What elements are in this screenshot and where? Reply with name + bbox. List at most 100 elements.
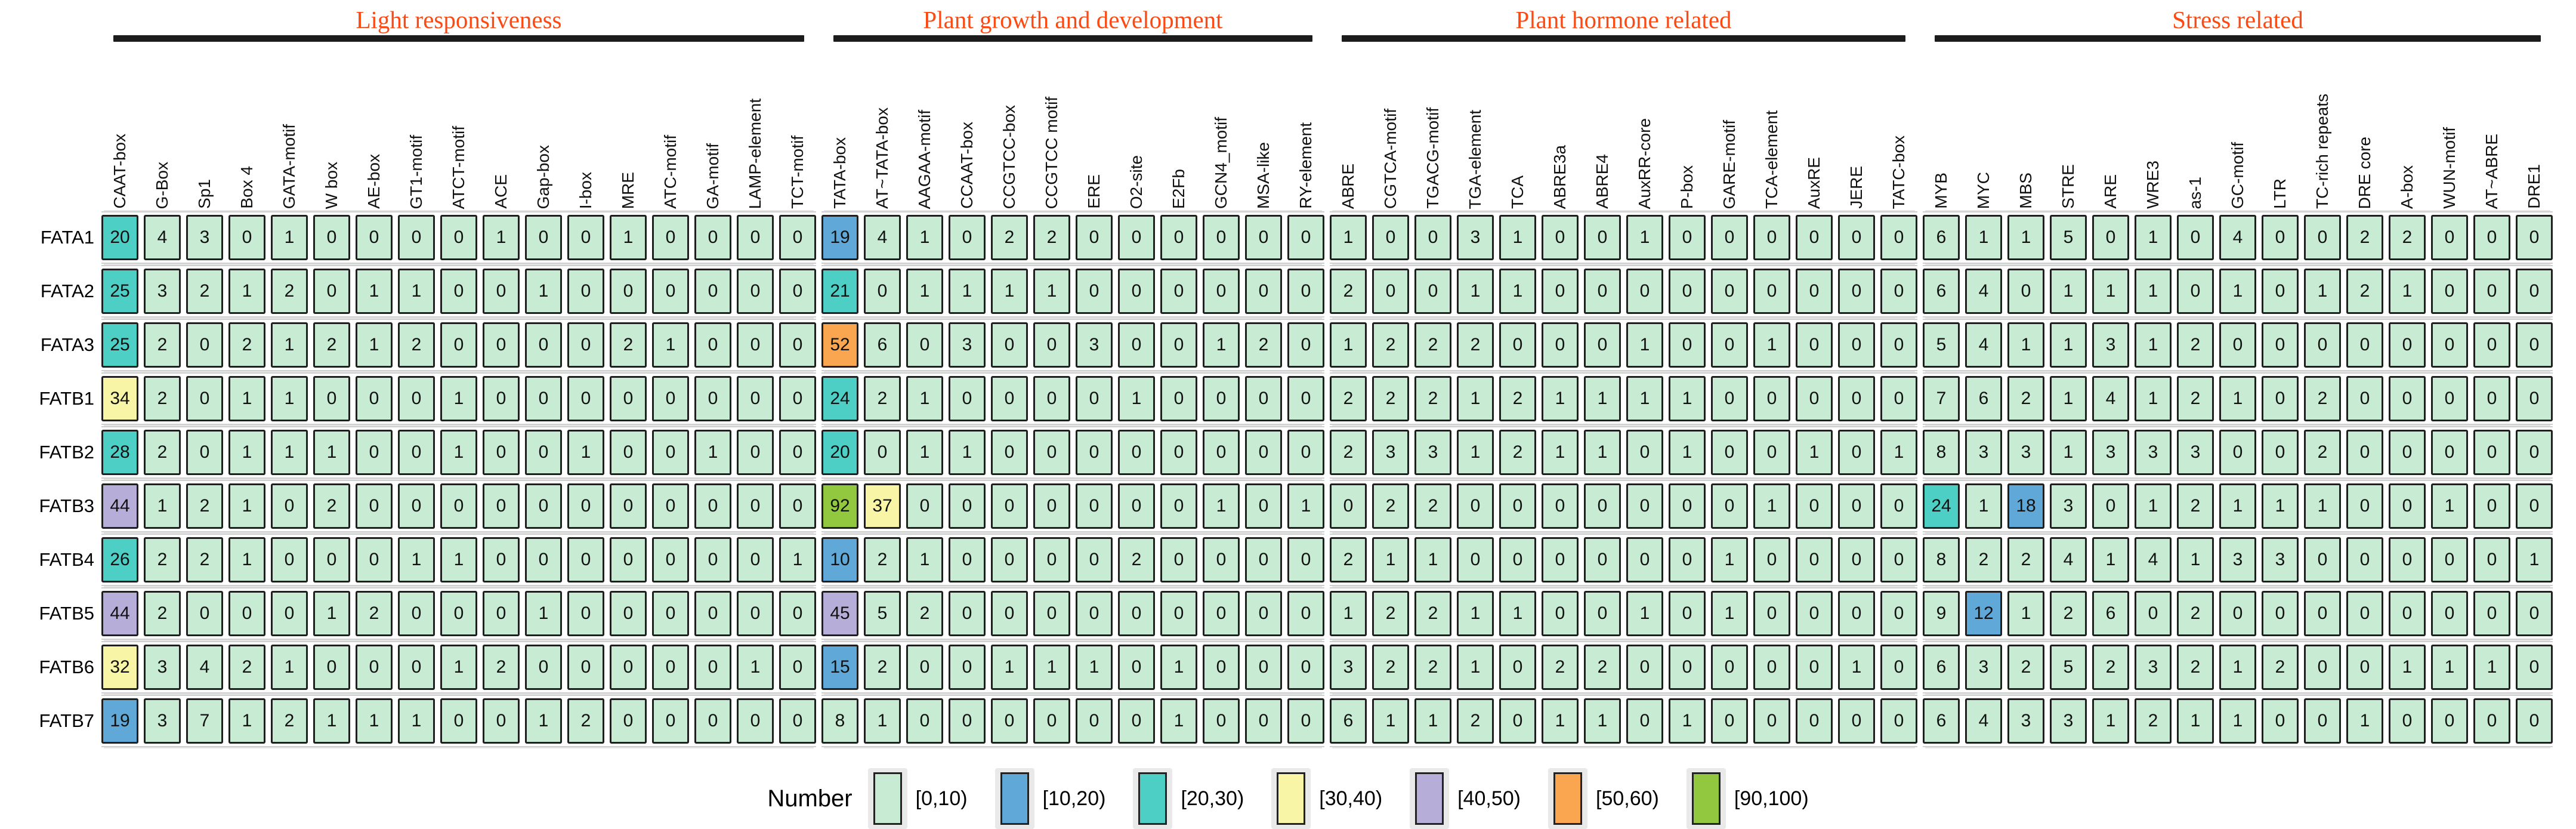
heatmap-cell-fatb2-tga-element: 1: [1457, 430, 1494, 475]
table-row-fatb7: FATB7 19 3 7 1 2 1 1 1 0 0 1 2 0 0 0 0 0 8 1 0 0 0 0 0 0 1 0 0 0 6 1 1 2 0…: [0, 694, 2576, 748]
heatmap-cell-fatb1-ace: 0: [483, 376, 520, 421]
heatmap-cell-fata2-lamp-element: 0: [737, 269, 774, 314]
heatmap-cell-fatb4-jere: 0: [1838, 537, 1875, 583]
heatmap-cell-fata1-p-box: 0: [1669, 215, 1706, 260]
heatmap-cell-fatb4-g-box: 2: [144, 537, 181, 583]
heatmap-cell-fatb2-o2-site: 0: [1118, 430, 1155, 475]
row-segment-light-responsiveness: 34 2 0 1 1 0 0 0 1 0 0 0 0 0 0 0 0: [101, 372, 816, 425]
heatmap-cell-fatb1-caat-box: 34: [101, 376, 138, 421]
heatmap-cell-fatb4-tgacg-motif: 1: [1414, 537, 1451, 583]
category-bar: [113, 35, 804, 42]
heatmap-cell-fatb7-gcn4-motif: 0: [1203, 698, 1240, 744]
column-header-ccgtcc-box: CCGTCC-box: [991, 105, 1028, 209]
heatmap-cell-fatb3-caat-box: 44: [101, 483, 138, 529]
row-segment-stress-related: 24 1 18 3 0 1 2 1 1 1 0 0 1 0 0: [1923, 480, 2553, 532]
column-header-tc-rich-repeats: TC-rich repeats: [2304, 94, 2341, 209]
heatmap-cell-fatb1-dre-core: 0: [2346, 376, 2383, 421]
column-header-label: AT~ABRE: [2482, 133, 2501, 209]
heatmap-cell-fata3-i-box: 0: [567, 322, 604, 368]
heatmap-cell-fatb6-aagaa-motif: 0: [906, 645, 943, 690]
column-header-gcn4-motif: GCN4_motif: [1203, 117, 1240, 209]
heatmap-cell-fatb3-jere: 0: [1838, 483, 1875, 529]
heatmap-cell-fata3-tc-rich-repeats: 0: [2304, 322, 2341, 368]
column-header-gata-motif: GATA-motif: [271, 124, 308, 209]
heatmap-cell-fata1-wre3: 1: [2135, 215, 2172, 260]
heatmap-cell-fatb6-tca: 0: [1499, 645, 1536, 690]
heatmap-cell-fatb1-myc: 6: [1965, 376, 2002, 421]
heatmap-cell-fatb4-ry-element: 0: [1287, 537, 1324, 583]
heatmap-cell-fata2-caat-box: 25: [101, 269, 138, 314]
heatmap-cell-fata1-ere: 0: [1076, 215, 1113, 260]
column-header-label: GC-motif: [2228, 142, 2247, 209]
column-header-label: ABRE: [1339, 163, 1357, 209]
heatmap-cell-fatb4-abre: 2: [1330, 537, 1367, 583]
heatmap-cell-fatb3-at-tata-box: 37: [864, 483, 901, 529]
heatmap-cell-fata3-dre1: 0: [2516, 322, 2553, 368]
heatmap-cell-fata3-p-box: 0: [1669, 322, 1706, 368]
heatmap-cell-fatb5-aagaa-motif: 2: [906, 591, 943, 636]
heatmap-cell-fata1-gc-motif: 4: [2219, 215, 2256, 260]
heatmap-cell-fatb1-ga-motif: 0: [694, 376, 731, 421]
heatmap-cell-fatb2-tata-box: 20: [821, 430, 858, 475]
column-header-label: GARE-motif: [1720, 119, 1738, 209]
heatmap-cell-fatb7-dre1: 0: [2516, 698, 2553, 744]
column-header-label: MBS: [2016, 172, 2035, 209]
heatmap-cell-fatb5-as-1: 2: [2177, 591, 2214, 636]
row-segment-light-responsiveness: 25 2 0 2 1 2 1 2 0 0 0 0 2 1 0 0 0: [101, 319, 816, 371]
heatmap-cell-fatb3-stre: 3: [2050, 483, 2087, 529]
row-segment-light-responsiveness: 26 2 2 1 0 0 0 1 1 0 0 0 0 0 0 0 1: [101, 534, 816, 586]
column-header-ae-box: AE-box: [356, 154, 393, 209]
column-header-ga-motif: GA-motif: [694, 143, 731, 209]
heatmap-cell-fatb3-are: 0: [2092, 483, 2129, 529]
row-label: FATB1: [39, 388, 94, 409]
heatmap-cell-fatb5-dre-core: 0: [2346, 591, 2383, 636]
heatmap-cell-fatb1-ltr: 0: [2262, 376, 2299, 421]
heatmap-cell-fatb2-tc-rich-repeats: 2: [2304, 430, 2341, 475]
heatmap-cell-fata3-e2fb: 0: [1160, 322, 1197, 368]
heatmap-cell-fata3-g-box: 2: [144, 322, 181, 368]
heatmap-cell-fata2-tca: 1: [1499, 269, 1536, 314]
row-label: FATA2: [40, 281, 94, 301]
heatmap-cell-fatb4-gata-motif: 0: [271, 537, 308, 583]
heatmap-cell-fata3-sp1: 0: [186, 322, 223, 368]
column-header-abre4: ABRE4: [1584, 154, 1621, 209]
row-segment-plant-growth-and-development: 45 5 2 0 0 0 0 0 0 0 0 0: [821, 587, 1324, 640]
heatmap-cell-fatb2-ace: 0: [483, 430, 520, 475]
heatmap-cell-fatb6-auxre: 0: [1796, 645, 1833, 690]
heatmap-cell-fatb5-wre3: 0: [2135, 591, 2172, 636]
heatmap-cell-fatb5-g-box: 2: [144, 591, 181, 636]
heatmap-cell-fata3-mbs: 1: [2007, 322, 2044, 368]
legend-swatch-tile: [1271, 768, 1311, 829]
heatmap-cell-fata3-ry-element: 0: [1287, 322, 1324, 368]
heatmap-cell-fatb1-ry-element: 0: [1287, 376, 1324, 421]
heatmap-cell-fatb5-a-box: 0: [2389, 591, 2426, 636]
column-header-label: TATC-box: [1889, 135, 1908, 209]
heatmap-cell-fatb7-wre3: 2: [2135, 698, 2172, 744]
heatmap-cell-fatb4-ere: 0: [1076, 537, 1113, 583]
heatmap-cell-fatb1-o2-site: 1: [1118, 376, 1155, 421]
heatmap-cell-fatb2-box-4: 1: [228, 430, 265, 475]
heatmap-cell-fata1-ga-motif: 0: [694, 215, 731, 260]
legend-item-30-40: [30,40): [1271, 768, 1382, 829]
heatmap-cell-fatb3-gata-motif: 0: [271, 483, 308, 529]
heatmap-cell-fatb5-gc-motif: 0: [2219, 591, 2256, 636]
heatmap-cell-fata1-tc-rich-repeats: 0: [2304, 215, 2341, 260]
heatmap-cell-fatb1-wre3: 1: [2135, 376, 2172, 421]
column-header-caat-box: CAAT-box: [101, 134, 138, 209]
heatmap-cell-fata2-w-box: 0: [313, 269, 350, 314]
legend-item-40-50: [40,50): [1410, 768, 1521, 829]
heatmap-cell-fatb4-are: 1: [2092, 537, 2129, 583]
column-header-label: Box 4: [237, 166, 256, 209]
heatmap-cell-fata1-msa-like: 0: [1245, 215, 1282, 260]
column-header-label: CCGTCC-box: [1000, 104, 1018, 209]
heatmap-cell-fatb7-are: 1: [2092, 698, 2129, 744]
heatmap-cell-fata3-gcn4-motif: 1: [1203, 322, 1240, 368]
column-header-label: GT1-motif: [407, 134, 425, 209]
column-header-mbs: MBS: [2007, 172, 2044, 209]
heatmap-cell-fatb6-e2fb: 1: [1160, 645, 1197, 690]
heatmap-cell-fatb2-caat-box: 28: [101, 430, 138, 475]
legend-color-swatch: [1277, 772, 1306, 825]
heatmap-cell-fatb2-ccgtcc-motif: 0: [1033, 430, 1070, 475]
row-segment-stress-related: 9 12 1 2 6 0 2 0 0 0 0 0 0 0 0: [1923, 587, 2553, 640]
